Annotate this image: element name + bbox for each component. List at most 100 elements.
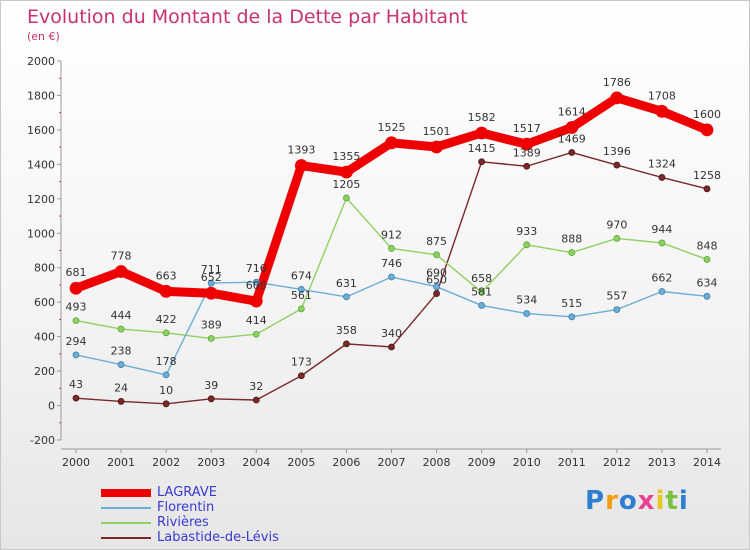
data-label: 631 [336,277,357,290]
x-tick-label: 2006 [332,456,360,469]
data-label: 848 [697,239,718,252]
data-point-0 [475,126,489,140]
data-label: 716 [246,262,267,275]
y-tick-label: 600 [34,296,55,309]
data-label: 493 [66,301,87,314]
data-point-1 [658,288,666,295]
data-point-3 [252,396,260,404]
y-tick-label: 800 [34,262,55,275]
data-label: 875 [426,235,447,248]
y-tick-label: 1400 [27,158,55,171]
legend-swatch [101,507,151,509]
data-point-0 [294,159,308,172]
data-label: 1501 [423,125,451,138]
data-point-0 [655,104,669,118]
legend-item: Rivières [101,515,361,531]
unit-label: (en €) [27,30,60,43]
data-point-3 [72,394,80,402]
x-tick-label: 2009 [468,456,496,469]
x-tick-label: 2008 [423,456,451,469]
data-point-3 [162,400,170,408]
chart-title: Evolution du Montant de la Dette par Hab… [27,6,468,28]
data-point-2 [478,288,486,296]
x-tick-label: 2007 [378,456,406,469]
x-tick-label: 2000 [62,456,90,469]
data-point-0 [565,121,579,134]
x-tick-label: 2005 [287,456,315,469]
data-point-3 [703,185,711,193]
data-label: 1258 [693,169,721,182]
data-point-3 [388,343,395,351]
y-tick-label: 1800 [27,89,55,102]
data-point-0 [159,284,173,298]
legend-label: Florentin [157,500,215,515]
data-label: 358 [336,324,357,337]
data-label: 178 [156,355,177,368]
x-tick-label: 2004 [242,456,270,469]
data-point-0 [69,281,83,295]
data-label: 414 [246,314,267,327]
chart-legend: LAGRAVE Florentin Rivières Labastide-de-Lév… [101,485,361,546]
data-label: 1582 [468,111,496,124]
data-point-2 [297,305,305,313]
data-point-0 [114,265,128,278]
x-tick-label: 2001 [107,456,135,469]
legend-label: Labastide-de-Lévis [157,530,279,545]
data-point-0 [520,137,534,151]
data-point-2 [162,329,170,337]
data-label: 515 [561,297,582,310]
y-tick-label: 0 [48,400,55,413]
data-point-3 [478,158,486,166]
x-tick-label: 2011 [558,456,586,469]
data-point-1 [703,292,711,300]
legend-item: Labastide-de-Lévis [101,530,361,546]
x-tick-label: 2010 [513,456,541,469]
data-label: 650 [426,274,447,287]
x-tick-label: 2002 [152,456,180,469]
data-label: 1415 [468,142,496,155]
data-point-0 [340,165,353,179]
data-point-0 [385,136,398,150]
data-label: 1205 [332,178,360,191]
data-point-3 [117,398,125,405]
x-tick-label: 2012 [603,456,631,469]
data-point-2 [703,256,711,263]
data-point-1 [613,306,621,313]
data-label: 238 [111,345,132,358]
data-label: 1517 [513,122,541,135]
data-point-0 [249,294,263,308]
data-label: 1355 [332,150,360,163]
data-label: 606 [246,279,267,292]
data-point-1 [297,286,305,293]
data-point-2 [613,235,621,242]
data-point-0 [610,91,624,105]
legend-item: LAGRAVE [101,485,361,501]
logo-letter: r [605,486,619,516]
data-label: 1396 [603,145,631,158]
data-point-1 [478,302,486,309]
data-point-1 [72,351,80,359]
x-tick-label: 2014 [693,456,721,469]
x-tick-label: 2003 [197,456,225,469]
data-point-2 [343,194,350,202]
data-point-3 [343,340,350,348]
y-tick-label: 200 [34,365,55,378]
data-point-1 [207,279,215,287]
data-point-0 [700,123,714,137]
data-point-3 [658,174,666,181]
legend-swatch [101,522,151,524]
data-label: 944 [651,223,672,236]
data-point-3 [433,290,440,297]
data-label: 681 [66,266,87,279]
data-label: 1600 [693,108,721,121]
y-tick-label: 1200 [27,193,55,206]
data-label: 32 [249,380,263,393]
data-label: 663 [156,269,177,282]
data-label: 690 [426,267,447,280]
data-label: 1708 [648,89,676,102]
y-tick-label: 1600 [27,124,55,137]
data-label: 39 [204,379,218,392]
y-tick-label: -200 [30,434,55,447]
